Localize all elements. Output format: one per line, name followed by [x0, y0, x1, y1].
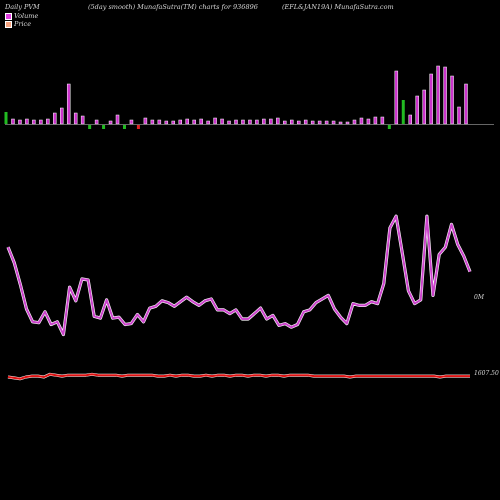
volume-bar — [25, 118, 29, 125]
volume-bar — [164, 120, 169, 125]
volume-bar — [199, 118, 203, 125]
volume-bar — [122, 125, 126, 129]
volume-bar — [262, 118, 266, 125]
volume-bar — [11, 118, 15, 125]
price-end-label: 1607.50 — [474, 370, 499, 377]
volume-bar — [415, 95, 419, 125]
volume-bar — [157, 119, 162, 125]
volume-bar — [436, 65, 440, 125]
volume-bar — [46, 118, 50, 125]
volume-bar — [80, 115, 85, 125]
volume-bar — [317, 120, 322, 125]
volume-bar — [373, 116, 378, 125]
volume-bar — [220, 118, 224, 125]
volume-line — [7, 215, 471, 336]
volume-bar — [192, 119, 196, 125]
price-line — [7, 373, 470, 380]
legend-price: Price — [5, 20, 31, 28]
volume-bar — [303, 119, 308, 125]
volume-bar — [53, 112, 57, 125]
volume-bar — [283, 120, 287, 125]
volume-bar — [310, 120, 315, 125]
volume-bar — [352, 119, 357, 125]
volume-bar — [422, 89, 426, 125]
volume-bar — [73, 112, 78, 125]
volume-bar — [185, 118, 189, 125]
volume-bar — [115, 114, 120, 125]
volume-bars — [4, 65, 468, 129]
chart-header-left: Daily PVM — [5, 3, 40, 11]
legend-volume: Volume — [5, 12, 38, 20]
volume-bar — [102, 125, 106, 129]
legend-volume-label: Volume — [14, 12, 39, 20]
volume-bar — [94, 119, 99, 125]
chart-header-title: (5day smooth) MunafaSutra(TM) charts for… — [88, 3, 258, 11]
volume-bar — [4, 112, 8, 124]
volume-bar — [178, 119, 182, 125]
volume-bar — [18, 119, 22, 125]
volume-bar — [366, 118, 371, 125]
volume-bar — [408, 114, 412, 125]
volume-bar — [331, 120, 336, 125]
volume-line-glow — [6, 214, 472, 337]
volume-bar — [213, 117, 217, 125]
volume-bar — [290, 119, 294, 125]
volume-bar — [276, 117, 280, 125]
volume-bar — [206, 120, 210, 125]
volume-bar — [345, 121, 350, 125]
volume-bar — [401, 100, 405, 124]
volume-bar — [269, 118, 273, 125]
volume-bar — [387, 125, 391, 129]
legend-price-swatch — [5, 20, 12, 28]
volume-bar — [129, 119, 134, 125]
volume-bar — [32, 119, 36, 125]
volume-bar — [443, 66, 447, 125]
volume-bar — [380, 116, 385, 125]
volume-bar — [248, 119, 252, 125]
volume-bar — [296, 120, 301, 125]
chart-header-right: (EFL&JAN19A) MunafaSutra.com — [282, 3, 394, 11]
volume-bar — [394, 70, 399, 125]
volume-bar — [171, 120, 176, 125]
volume-end-label: 0M — [474, 294, 484, 301]
volume-bar — [60, 107, 64, 125]
volume-bar — [457, 106, 461, 125]
volume-bar — [450, 75, 454, 125]
volume-bar — [108, 120, 113, 125]
volume-bar — [429, 73, 433, 125]
legend-price-label: Price — [14, 20, 32, 28]
volume-bar — [150, 119, 155, 125]
volume-bar — [464, 83, 468, 125]
chart-lines — [6, 214, 472, 381]
volume-bar — [136, 125, 140, 129]
volume-bar — [88, 125, 92, 129]
volume-bar — [143, 117, 148, 125]
volume-bar — [241, 119, 245, 125]
volume-bar — [39, 119, 43, 125]
volume-bar — [255, 119, 259, 125]
volume-bar — [66, 83, 71, 125]
volume-bar — [227, 120, 231, 125]
volume-bar — [234, 119, 238, 125]
volume-bar — [324, 120, 329, 125]
volume-bar — [338, 121, 343, 125]
legend-volume-swatch — [5, 12, 12, 20]
volume-bar — [359, 117, 364, 125]
